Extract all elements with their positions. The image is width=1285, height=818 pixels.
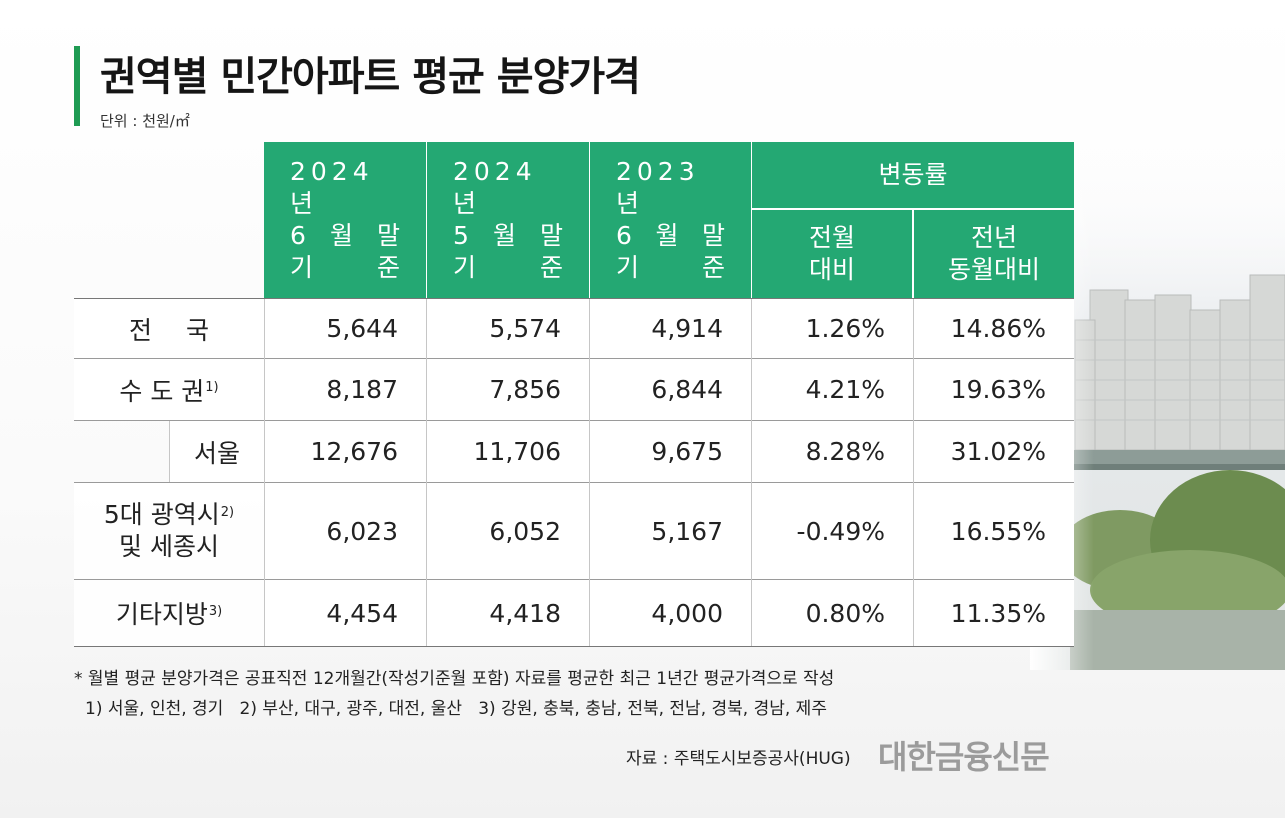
- cell-mom: 0.80%: [752, 580, 913, 646]
- header-month-number: 5: [453, 221, 469, 250]
- row-label-char2: 국: [186, 315, 210, 345]
- header-month-line: 6 월 말: [616, 220, 725, 252]
- cell-2024-06: 8,187: [265, 359, 426, 420]
- row-label-text: 서울: [193, 438, 240, 468]
- cell-2023-06: 5,167: [590, 483, 751, 579]
- row-label-line1: 5대 광역시: [103, 500, 220, 529]
- cell-mom: 8.28%: [752, 421, 913, 482]
- footnote-marker: 1): [205, 380, 219, 395]
- cell-2023-06: 4,914: [590, 299, 751, 358]
- cell-2023-06: 4,000: [590, 580, 751, 646]
- header-yoy-line2: 동월대비: [947, 255, 1040, 284]
- header-month-line: 5 월 말: [453, 220, 563, 252]
- row-label-metro-cities: 5대 광역시2) 및 세종시: [74, 483, 264, 579]
- cell-2024-06: 4,454: [265, 580, 426, 646]
- header-change-rate-label: 변동률: [878, 160, 948, 189]
- price-table: 2024년 6 월 말 기 준 2024년 5 월 말 기 준: [74, 142, 1074, 647]
- header-basis-char2: 준: [376, 253, 400, 282]
- header-month-word: 월: [492, 221, 516, 250]
- row-label-text: 기타지방: [115, 600, 208, 629]
- cell-2024-05: 4,418: [427, 580, 589, 646]
- header-end-word: 말: [539, 221, 563, 250]
- header-year-over-year: 전년 동월대비: [914, 210, 1074, 298]
- cell-2023-06: 6,844: [590, 359, 751, 420]
- header-month-number: 6: [616, 221, 632, 250]
- cell-2024-05: 7,856: [427, 359, 589, 420]
- publisher-logo: 대한금융신문: [878, 738, 1050, 776]
- header-month-over-month: 전월 대비: [752, 210, 912, 298]
- header-month-word: 월: [655, 221, 679, 250]
- header-basis-char1: 기: [453, 253, 477, 282]
- header-2024-05: 2024년 5 월 말 기 준: [427, 142, 589, 298]
- header-month-word: 월: [329, 221, 353, 250]
- header-mom-line2: 대비: [808, 255, 855, 284]
- header-basis-char1: 기: [290, 253, 314, 282]
- cell-yoy: 31.02%: [914, 421, 1074, 482]
- row-label-char1: 전: [128, 315, 152, 345]
- header-basis-char2: 준: [701, 253, 725, 282]
- row-label-other-regions: 기타지방 3): [74, 580, 264, 646]
- row-label-seoul: 서울: [170, 421, 264, 482]
- cell-yoy: 19.63%: [914, 359, 1074, 420]
- header-month-number: 6: [290, 221, 306, 250]
- header-end-word: 말: [376, 221, 400, 250]
- header-mom-line1: 전월: [808, 223, 855, 252]
- cell-mom: -0.49%: [752, 483, 913, 579]
- footnote-method: * 월별 평균 분양가격은 공표직전 12개월간(작성기준월 포함) 자료를 평…: [74, 669, 835, 689]
- cell-yoy: 11.35%: [914, 580, 1074, 646]
- cell-mom: 4.21%: [752, 359, 913, 420]
- row-label-line2: 및 세종시: [119, 532, 219, 561]
- cell-yoy: 16.55%: [914, 483, 1074, 579]
- header-year: 2024년: [290, 157, 374, 218]
- cell-2024-06: 12,676: [265, 421, 426, 482]
- header-year: 2023년: [616, 157, 700, 218]
- header-basis-line: 기 준: [290, 252, 400, 284]
- row-label-capital-area: 수 도 권 1): [74, 359, 264, 420]
- header-yoy-line1: 전년: [970, 223, 1017, 252]
- header-month-line: 6 월 말: [290, 220, 400, 252]
- cell-2024-05: 11,706: [427, 421, 589, 482]
- row-label-national: 전 국: [74, 299, 264, 358]
- source-credit: 자료 : 주택도시보증공사(HUG): [626, 749, 851, 769]
- cell-2024-06: 6,023: [265, 483, 426, 579]
- footnote-regions: 1) 서울, 인천, 경기 2) 부산, 대구, 광주, 대전, 울산 3) 강…: [85, 699, 827, 719]
- cell-mom: 1.26%: [752, 299, 913, 358]
- footnote-marker: 3): [208, 603, 223, 619]
- header-end-word: 말: [701, 221, 725, 250]
- title-accent-bar: [74, 46, 80, 126]
- header-change-rate: 변동률: [752, 142, 1074, 208]
- header-basis-char2: 준: [539, 253, 563, 282]
- row-label-text: 수 도 권: [119, 376, 205, 406]
- header-basis-line: 기 준: [453, 252, 563, 284]
- header-basis-char1: 기: [616, 253, 640, 282]
- cell-2024-05: 5,574: [427, 299, 589, 358]
- footnote-marker: 2): [220, 505, 235, 520]
- cell-yoy: 14.86%: [914, 299, 1074, 358]
- header-2023-06: 2023년 6 월 말 기 준: [590, 142, 751, 298]
- page-title: 권역별 민간아파트 평균 분양가격: [100, 54, 641, 100]
- cell-2024-05: 6,052: [427, 483, 589, 579]
- cell-2024-06: 5,644: [265, 299, 426, 358]
- header-basis-line: 기 준: [616, 252, 725, 284]
- cell-2023-06: 9,675: [590, 421, 751, 482]
- header-2024-06: 2024년 6 월 말 기 준: [264, 142, 426, 298]
- unit-label: 단위 : 천원/㎡: [100, 112, 190, 130]
- header-year: 2024년: [453, 157, 537, 218]
